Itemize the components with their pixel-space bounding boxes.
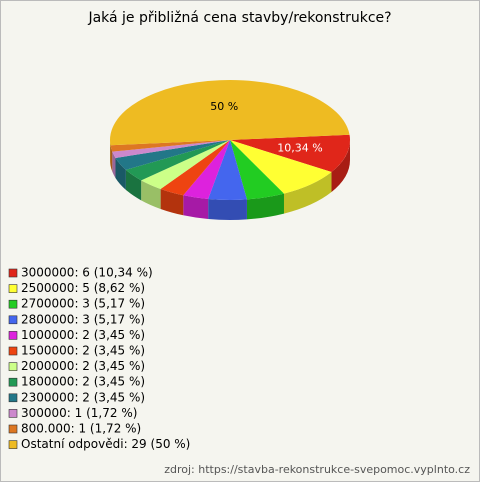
legend-label: 300000: 1 (1,72 %) [21, 406, 137, 420]
legend-label: 800.000: 1 (1,72 %) [21, 422, 141, 436]
pie-slice [230, 134, 350, 172]
pie-slice [230, 140, 332, 194]
slice-label: 10,34 % [277, 141, 322, 154]
source-note: zdroj: https://stavba-rekonstrukce-svepo… [164, 463, 470, 476]
legend-label: 2500000: 5 (8,62 %) [21, 281, 145, 295]
pie-slice [141, 140, 230, 189]
slice-side [208, 198, 247, 220]
slice-side [283, 171, 332, 214]
legend-label: 2700000: 3 (5,17 %) [21, 297, 145, 311]
legend-swatch [8, 409, 18, 418]
slice-label: 50 % [210, 100, 238, 113]
legend-swatch [8, 362, 18, 371]
legend-label: 1000000: 2 (3,45 %) [21, 328, 145, 342]
legend-label: 1500000: 2 (3,45 %) [21, 344, 145, 358]
slice-side [183, 195, 209, 219]
pie-slice [230, 140, 284, 200]
pie-slice [125, 140, 230, 181]
legend-label: 3000000: 6 (10,34 %) [21, 266, 153, 280]
legend-swatch [8, 331, 18, 340]
chart-title: Jaká je přibližná cena stavby/rekonstruk… [87, 10, 391, 26]
pie-slice [112, 140, 230, 158]
legend-swatch [8, 377, 18, 387]
slice-side [115, 157, 126, 190]
pie-slice [115, 140, 230, 170]
slice-side [125, 169, 142, 201]
legend-swatch [8, 299, 18, 309]
slice-side [141, 180, 161, 209]
legend-swatch [8, 393, 18, 403]
legend-swatch [8, 284, 18, 293]
legend-label: 2300000: 2 (3,45 %) [21, 390, 145, 404]
legend-swatch [8, 268, 18, 278]
pie-slice [110, 140, 230, 152]
legend-swatch [8, 315, 18, 325]
legend-label: 1800000: 2 (3,45 %) [21, 375, 145, 389]
pie-slice [110, 80, 350, 146]
pie-slice [160, 140, 230, 196]
slice-side [110, 145, 113, 172]
pie-slice [208, 140, 247, 200]
legend-swatch [8, 424, 18, 434]
legend-swatch [8, 346, 18, 356]
slice-side [160, 188, 184, 216]
slice-side [331, 140, 350, 192]
legend-label: 2000000: 2 (3,45 %) [21, 359, 145, 373]
legend-swatch [8, 440, 18, 449]
legend-label: Ostatní odpovědi: 29 (50 %) [21, 437, 190, 451]
slice-side [246, 193, 284, 220]
legend-label: 2800000: 3 (5,17 %) [21, 312, 145, 326]
slice-side [112, 151, 116, 178]
pie-slice [183, 140, 230, 199]
